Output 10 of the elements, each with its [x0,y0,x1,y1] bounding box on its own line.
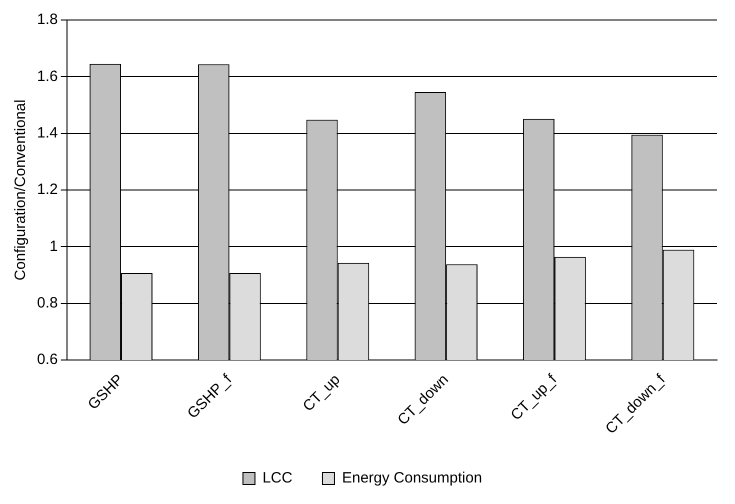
legend-label: Energy Consumption [342,470,482,487]
legend-label: LCC [262,470,293,487]
y-tick-label: 1.4 [36,124,58,142]
y-axis-title: Configuration/Conventional [12,100,30,280]
y-tick-label: 1.6 [36,68,58,85]
y-tick-label: 1 [50,238,58,255]
y-tick-label: 0.6 [36,351,58,368]
y-tick-label: 1.8 [36,11,58,28]
y-tick-label: 0.8 [36,294,58,312]
y-tick-label: 1.2 [36,181,58,198]
